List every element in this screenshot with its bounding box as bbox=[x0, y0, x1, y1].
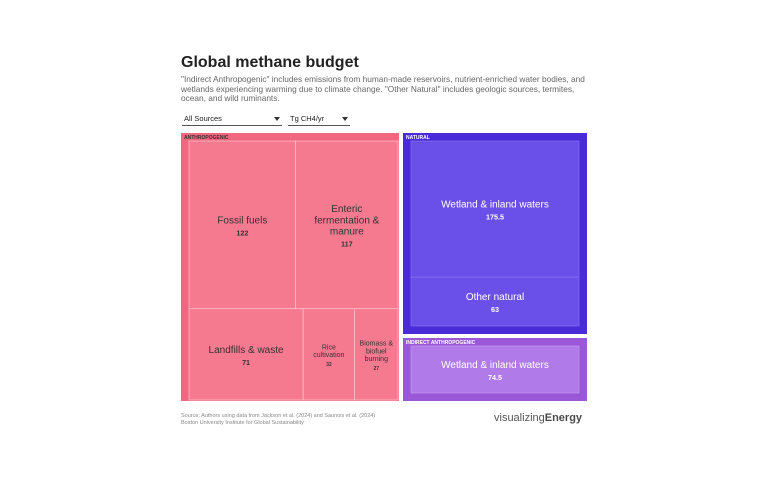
brand-logo: visualizingEnergy bbox=[494, 412, 583, 424]
cell-value: 74.5 bbox=[488, 373, 502, 382]
cell-label: manure bbox=[330, 226, 364, 237]
cell bbox=[295, 140, 399, 310]
cell bbox=[354, 308, 399, 401]
group-label-anthropogenic: ANTHROPOGENIC bbox=[184, 135, 229, 141]
cell-label: Wetland & inland waters bbox=[441, 360, 549, 371]
unit-select-value: Tg CH4/yr bbox=[290, 114, 325, 123]
cell-label: Fossil fuels bbox=[217, 215, 267, 226]
cell-label: biofuel bbox=[366, 348, 387, 355]
cell-value: 122 bbox=[236, 228, 248, 237]
group-label-indirect: INDIRECT ANTHROPOGENIC bbox=[406, 340, 476, 346]
cell-label: fermentation & bbox=[314, 215, 379, 226]
cell-label: Enteric bbox=[331, 204, 362, 215]
source-line-1: Source: Authors using data from Jackson … bbox=[181, 413, 376, 419]
cell-value: 32 bbox=[326, 362, 332, 368]
cell-value: 63 bbox=[491, 305, 499, 314]
cell bbox=[188, 308, 304, 401]
cell bbox=[302, 308, 355, 401]
cell-label: Landfills & waste bbox=[209, 345, 284, 356]
cell-label: cultivation bbox=[313, 352, 344, 359]
cell bbox=[188, 140, 296, 310]
chevron-down-icon bbox=[274, 116, 280, 121]
cell bbox=[410, 140, 580, 278]
methane-treemap: ANTHROPOGENIC Fossil fuels 122 Entericferme… bbox=[181, 133, 587, 401]
cell-value: 175.5 bbox=[486, 213, 504, 222]
cell-label: burning bbox=[365, 356, 388, 363]
cell-value: 117 bbox=[341, 240, 353, 249]
cell-label: Wetland & inland waters bbox=[441, 199, 549, 210]
unit-select[interactable]: Tg CH4/yr bbox=[288, 112, 350, 126]
chevron-down-icon bbox=[342, 116, 348, 121]
cell-label: Rice bbox=[322, 344, 336, 351]
group-label-natural: NATURAL bbox=[406, 135, 430, 141]
source-select[interactable]: All Sources bbox=[182, 112, 282, 126]
cell-value: 27 bbox=[373, 366, 379, 372]
chart-description: "Indirect Anthropogenic" includes emissi… bbox=[181, 74, 585, 104]
cell-label: Biomass & bbox=[360, 340, 394, 347]
source-select-value: All Sources bbox=[184, 114, 222, 123]
cell-label: Other natural bbox=[466, 292, 524, 303]
source-line-2: Boston University Institute for Global S… bbox=[181, 420, 304, 426]
cell bbox=[410, 276, 580, 327]
cell-value: 71 bbox=[242, 358, 250, 367]
chart-title: Global methane budget bbox=[181, 54, 359, 71]
source-note: Source: Authors using data from Jackson … bbox=[181, 413, 375, 427]
cell bbox=[410, 345, 580, 394]
